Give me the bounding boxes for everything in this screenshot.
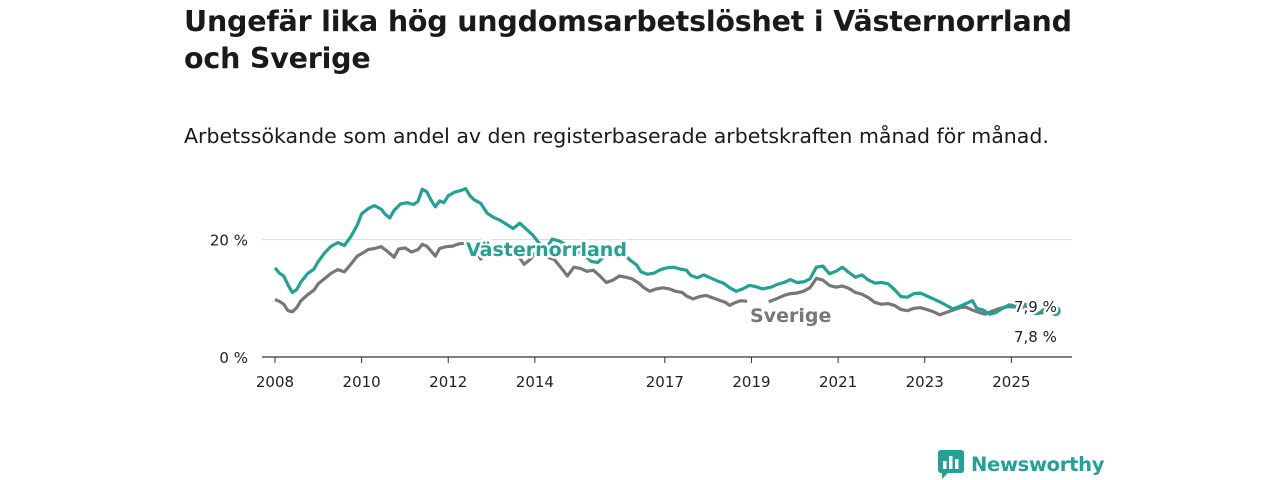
bar-chart-speech-bubble-icon xyxy=(938,450,964,479)
chart-title: Ungefär lika hög ungdomsarbetslöshet i V… xyxy=(184,5,1072,75)
series-label-vasternorrland: Västernorrland xyxy=(466,239,627,261)
x-tick-label: 2008 xyxy=(256,373,294,391)
brand-name: Newsworthy xyxy=(971,452,1105,476)
x-tick-label: 2014 xyxy=(516,373,554,391)
x-tick-label: 2017 xyxy=(646,373,684,391)
y-tick-label: 20 % xyxy=(210,232,248,250)
series-label-sverige-halo: Sverige xyxy=(750,305,831,327)
end-value-label-vasternorrland: 7,9 % xyxy=(1014,298,1057,316)
y-tick-label: 0 % xyxy=(219,349,248,367)
end-marker-vasternorrland xyxy=(1050,305,1061,316)
x-tick-label: 2021 xyxy=(819,373,857,391)
end-value-label-vasternorrland-halo: 7,9 % xyxy=(1014,298,1057,316)
axis-layer: 0 % 20 % 2008 2010 2012 2014 2017 2019 2021 2023 2… xyxy=(210,232,1072,391)
x-tick-label: 2012 xyxy=(429,373,467,391)
series-layer xyxy=(273,187,1061,317)
x-tick-label: 2023 xyxy=(906,373,944,391)
label-layer: VästernorrlandVästernorrlandSverigeSveri… xyxy=(464,237,1060,349)
series-line-vasternorrland xyxy=(273,187,1056,316)
series-label-sverige: Sverige xyxy=(750,305,831,327)
series-line-sverige xyxy=(274,241,748,314)
series-label-vasternorrland-halo: Västernorrland xyxy=(466,239,627,261)
series-line-sverige-continued xyxy=(768,276,1055,317)
x-tick-label: 2010 xyxy=(343,373,381,391)
x-tick-label: 2019 xyxy=(732,373,770,391)
x-tick-label: 2025 xyxy=(992,373,1030,391)
end-value-label-sverige: 7,8 % xyxy=(1014,328,1057,346)
newsworthy-logo[interactable]: Newsworthy xyxy=(937,449,1104,479)
chart-subtitle: Arbetssökande som andel av den registerb… xyxy=(184,124,1049,148)
end-value-label-sverige-halo: 7,8 % xyxy=(1014,328,1057,346)
